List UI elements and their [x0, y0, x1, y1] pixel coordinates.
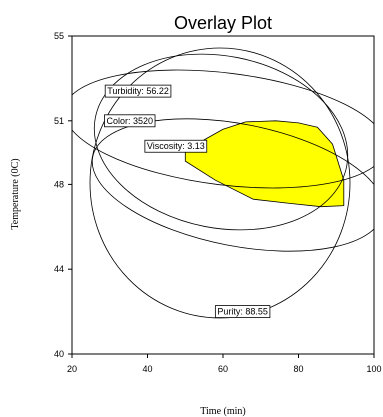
contour-label: Purity: 88.55 — [214, 305, 271, 319]
x-tick-label: 100 — [366, 364, 381, 374]
x-tick-label: 60 — [218, 364, 228, 374]
y-tick-label: 40 — [54, 349, 64, 359]
y-tick-label: 48 — [54, 179, 64, 189]
x-tick-label: 20 — [67, 364, 77, 374]
svg-text:Turbidity: 56.22: Turbidity: 56.22 — [107, 86, 169, 96]
svg-text:Purity: 88.55: Purity: 88.55 — [217, 307, 268, 317]
x-tick-label: 80 — [293, 364, 303, 374]
svg-text:Viscosity: 3.13: Viscosity: 3.13 — [147, 141, 205, 151]
y-tick-label: 55 — [54, 31, 64, 41]
contour-label: Viscosity: 3.13 — [144, 139, 208, 153]
contour-labels: Turbidity: 56.22 Color: 3520 Viscosity: 3.… — [104, 84, 271, 319]
contour-label: Turbidity: 56.22 — [104, 84, 172, 98]
turbidity-contour — [72, 69, 374, 189]
plot-area — [71, 35, 375, 355]
y-tick-label: 51 — [54, 116, 64, 126]
y-tick-label: 44 — [54, 264, 64, 274]
x-tick-label: 40 — [142, 364, 152, 374]
contour-label: Color: 3520 — [104, 114, 156, 128]
chart-title: Overlay Plot — [174, 13, 272, 33]
y-axis: 40 44 48 51 55 — [54, 31, 72, 359]
svg-text:Color: 3520: Color: 3520 — [106, 116, 153, 126]
x-axis: 20 40 60 80 100 — [67, 354, 382, 374]
feasible-region — [184, 120, 345, 208]
x-axis-label: Time (min) — [200, 406, 245, 417]
color-contour — [93, 53, 349, 231]
y-axis-label: Temperature (0C) — [10, 158, 21, 229]
